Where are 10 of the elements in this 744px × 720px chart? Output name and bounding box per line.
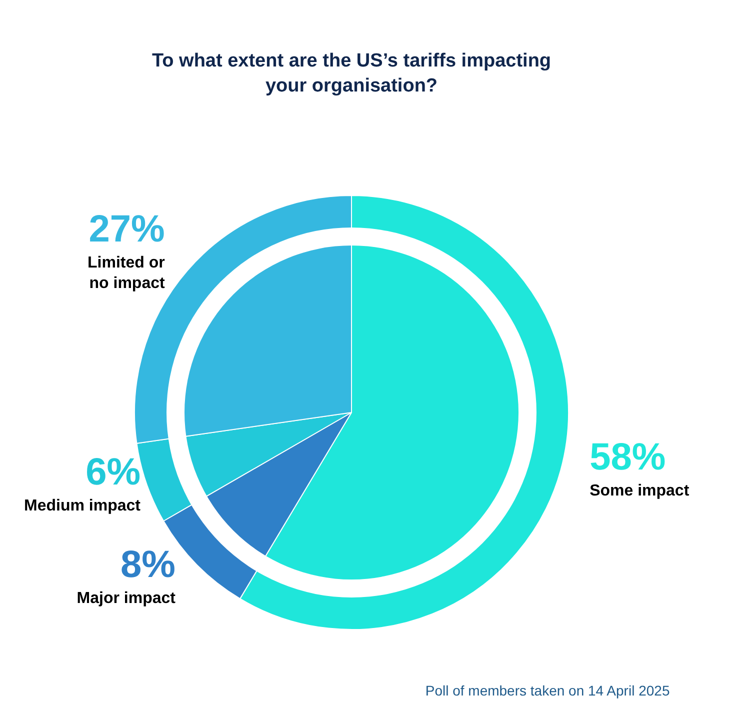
slice-label: Some impact — [590, 482, 690, 500]
text: Poll of members taken on 14 April 2025 — [425, 682, 670, 698]
slice-label: Major impact — [76, 590, 176, 607]
data-label: 58% — [590, 436, 666, 478]
slice-label: Medium impact — [24, 497, 142, 514]
data-label: 6% — [86, 451, 140, 494]
data-label: 8% — [120, 544, 176, 586]
slice-label: Limited or no impact — [87, 254, 166, 292]
chart-title: To what extent are the US’s tariffs impacting your organisation? — [152, 50, 552, 97]
data-label: 27% — [88, 208, 165, 251]
